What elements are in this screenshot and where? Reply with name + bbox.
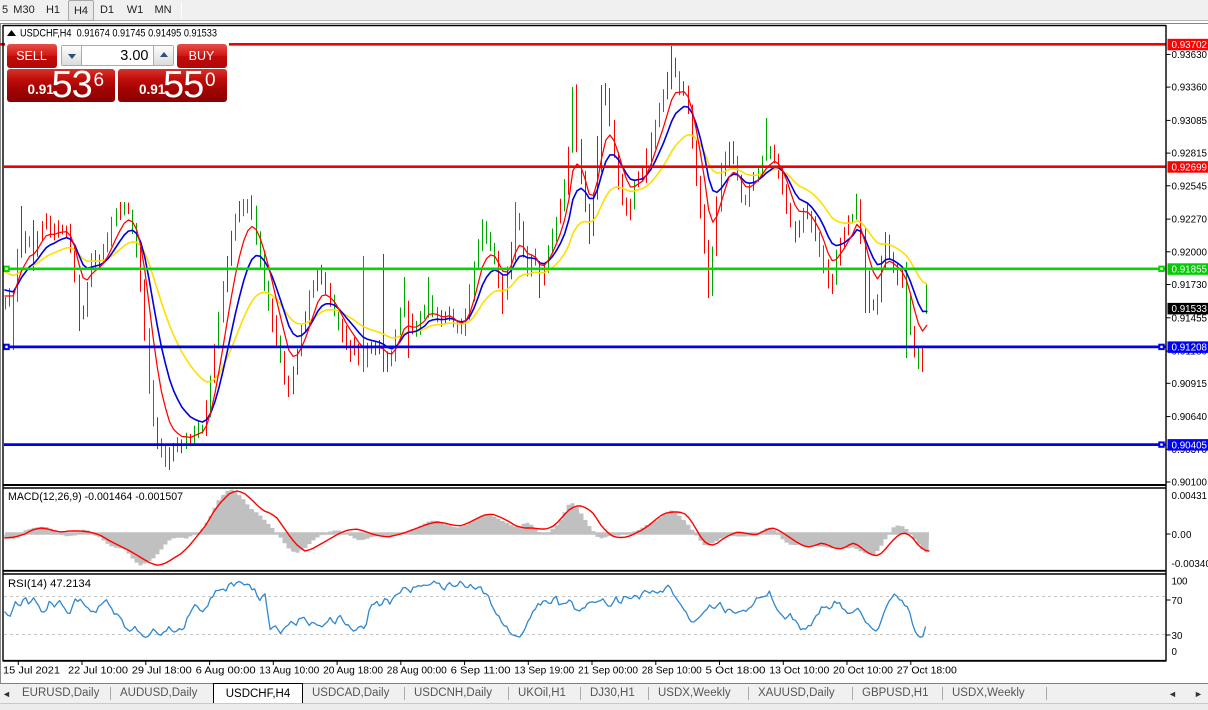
svg-text:0.91855: 0.91855 <box>1172 265 1208 276</box>
svg-text:RSI(14) 47.2134: RSI(14) 47.2134 <box>8 578 91 590</box>
svg-text:0.00: 0.00 <box>1172 530 1193 541</box>
svg-text:5 Oct 18:00: 5 Oct 18:00 <box>706 665 766 676</box>
svg-text:0.92270: 0.92270 <box>1172 215 1208 226</box>
svg-text:0.93630: 0.93630 <box>1172 50 1208 61</box>
svg-text:0.92000: 0.92000 <box>1172 247 1208 258</box>
svg-text:13 Sep 19:00: 13 Sep 19:00 <box>514 665 574 676</box>
svg-text:0.90640: 0.90640 <box>1172 412 1208 423</box>
svg-text:13 Oct 10:00: 13 Oct 10:00 <box>769 665 829 676</box>
svg-text:0.91730: 0.91730 <box>1172 280 1208 291</box>
svg-text:20 Oct 10:00: 20 Oct 10:00 <box>833 665 893 676</box>
svg-text:0.00431: 0.00431 <box>1172 491 1208 502</box>
svg-text:0.91533: 0.91533 <box>1172 304 1208 315</box>
svg-text:70: 70 <box>1172 596 1183 607</box>
svg-text:0.93702: 0.93702 <box>1172 40 1208 51</box>
svg-text:USDCHF,H4 0.91674 0.91745 0.9: USDCHF,H4 0.91674 0.91745 0.91495 0.9153… <box>20 28 217 40</box>
svg-text:-0.003405: -0.003405 <box>1172 559 1208 570</box>
svg-text:30: 30 <box>1172 631 1183 642</box>
svg-text:22 Jul 10:00: 22 Jul 10:00 <box>68 665 128 676</box>
svg-text:28 Aug 00:00: 28 Aug 00:00 <box>387 665 447 676</box>
svg-text:100: 100 <box>1172 576 1189 587</box>
svg-text:0.91455: 0.91455 <box>1172 313 1208 324</box>
svg-text:0.90100: 0.90100 <box>1172 478 1208 489</box>
svg-text:21 Sep 00:00: 21 Sep 00:00 <box>578 665 638 676</box>
svg-text:15 Jul 2021: 15 Jul 2021 <box>3 665 60 676</box>
svg-text:0.90405: 0.90405 <box>1172 440 1208 451</box>
svg-text:27 Oct 18:00: 27 Oct 18:00 <box>897 665 957 676</box>
svg-text:0.92815: 0.92815 <box>1172 149 1208 160</box>
svg-text:0: 0 <box>1172 647 1178 658</box>
svg-text:20 Aug 18:00: 20 Aug 18:00 <box>323 665 383 676</box>
svg-text:0.93360: 0.93360 <box>1172 83 1208 94</box>
svg-text:0.93085: 0.93085 <box>1172 116 1208 127</box>
svg-text:0.92699: 0.92699 <box>1172 163 1208 174</box>
svg-text:MACD(12,26,9) -0.001464 -0.001: MACD(12,26,9) -0.001464 -0.001507 <box>8 491 183 503</box>
svg-text:0.90915: 0.90915 <box>1172 379 1208 390</box>
svg-text:13 Aug 10:00: 13 Aug 10:00 <box>259 665 319 676</box>
svg-text:0.91208: 0.91208 <box>1172 343 1208 354</box>
svg-text:28 Sep 10:00: 28 Sep 10:00 <box>642 665 702 676</box>
svg-text:6 Aug 00:00: 6 Aug 00:00 <box>196 665 256 676</box>
svg-text:29 Jul 18:00: 29 Jul 18:00 <box>132 665 192 676</box>
svg-text:0.92545: 0.92545 <box>1172 181 1208 192</box>
svg-text:6 Sep 11:00: 6 Sep 11:00 <box>451 665 511 676</box>
